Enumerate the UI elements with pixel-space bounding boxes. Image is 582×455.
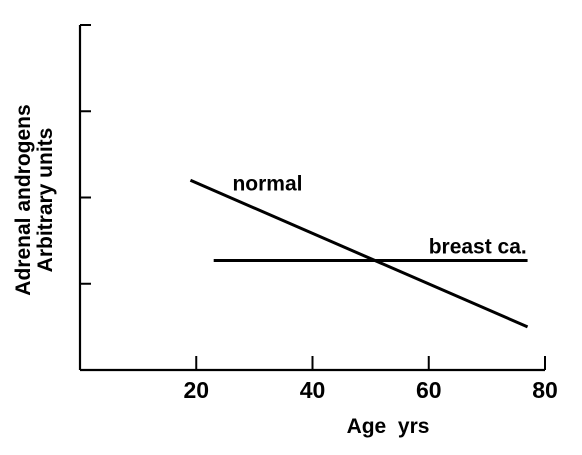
series-line-normal: [189, 178, 529, 329]
x-tick-label-80: 80: [532, 377, 558, 403]
y-ticks: [80, 110, 91, 285]
x-tick-label-20: 20: [183, 377, 209, 403]
series-label-normal: normal: [232, 172, 302, 195]
y-axis-label: Adrenal androgens Arbitrary units: [12, 104, 57, 295]
series-lines: [189, 178, 529, 329]
x-tick-label-40: 40: [300, 377, 326, 403]
series-labels: normal breast ca.: [232, 172, 526, 258]
axes: [78, 24, 545, 372]
x-axis-label: Age yrs: [347, 415, 430, 438]
y-axis-label-line-1: Adrenal androgens: [12, 104, 35, 295]
y-axis-label-line-2: Arbitrary units: [34, 128, 57, 273]
series-label-breast-ca: breast ca.: [429, 235, 527, 258]
x-tick-label-60: 60: [416, 377, 442, 403]
x-ticks: 20 40 60 80: [183, 356, 558, 403]
